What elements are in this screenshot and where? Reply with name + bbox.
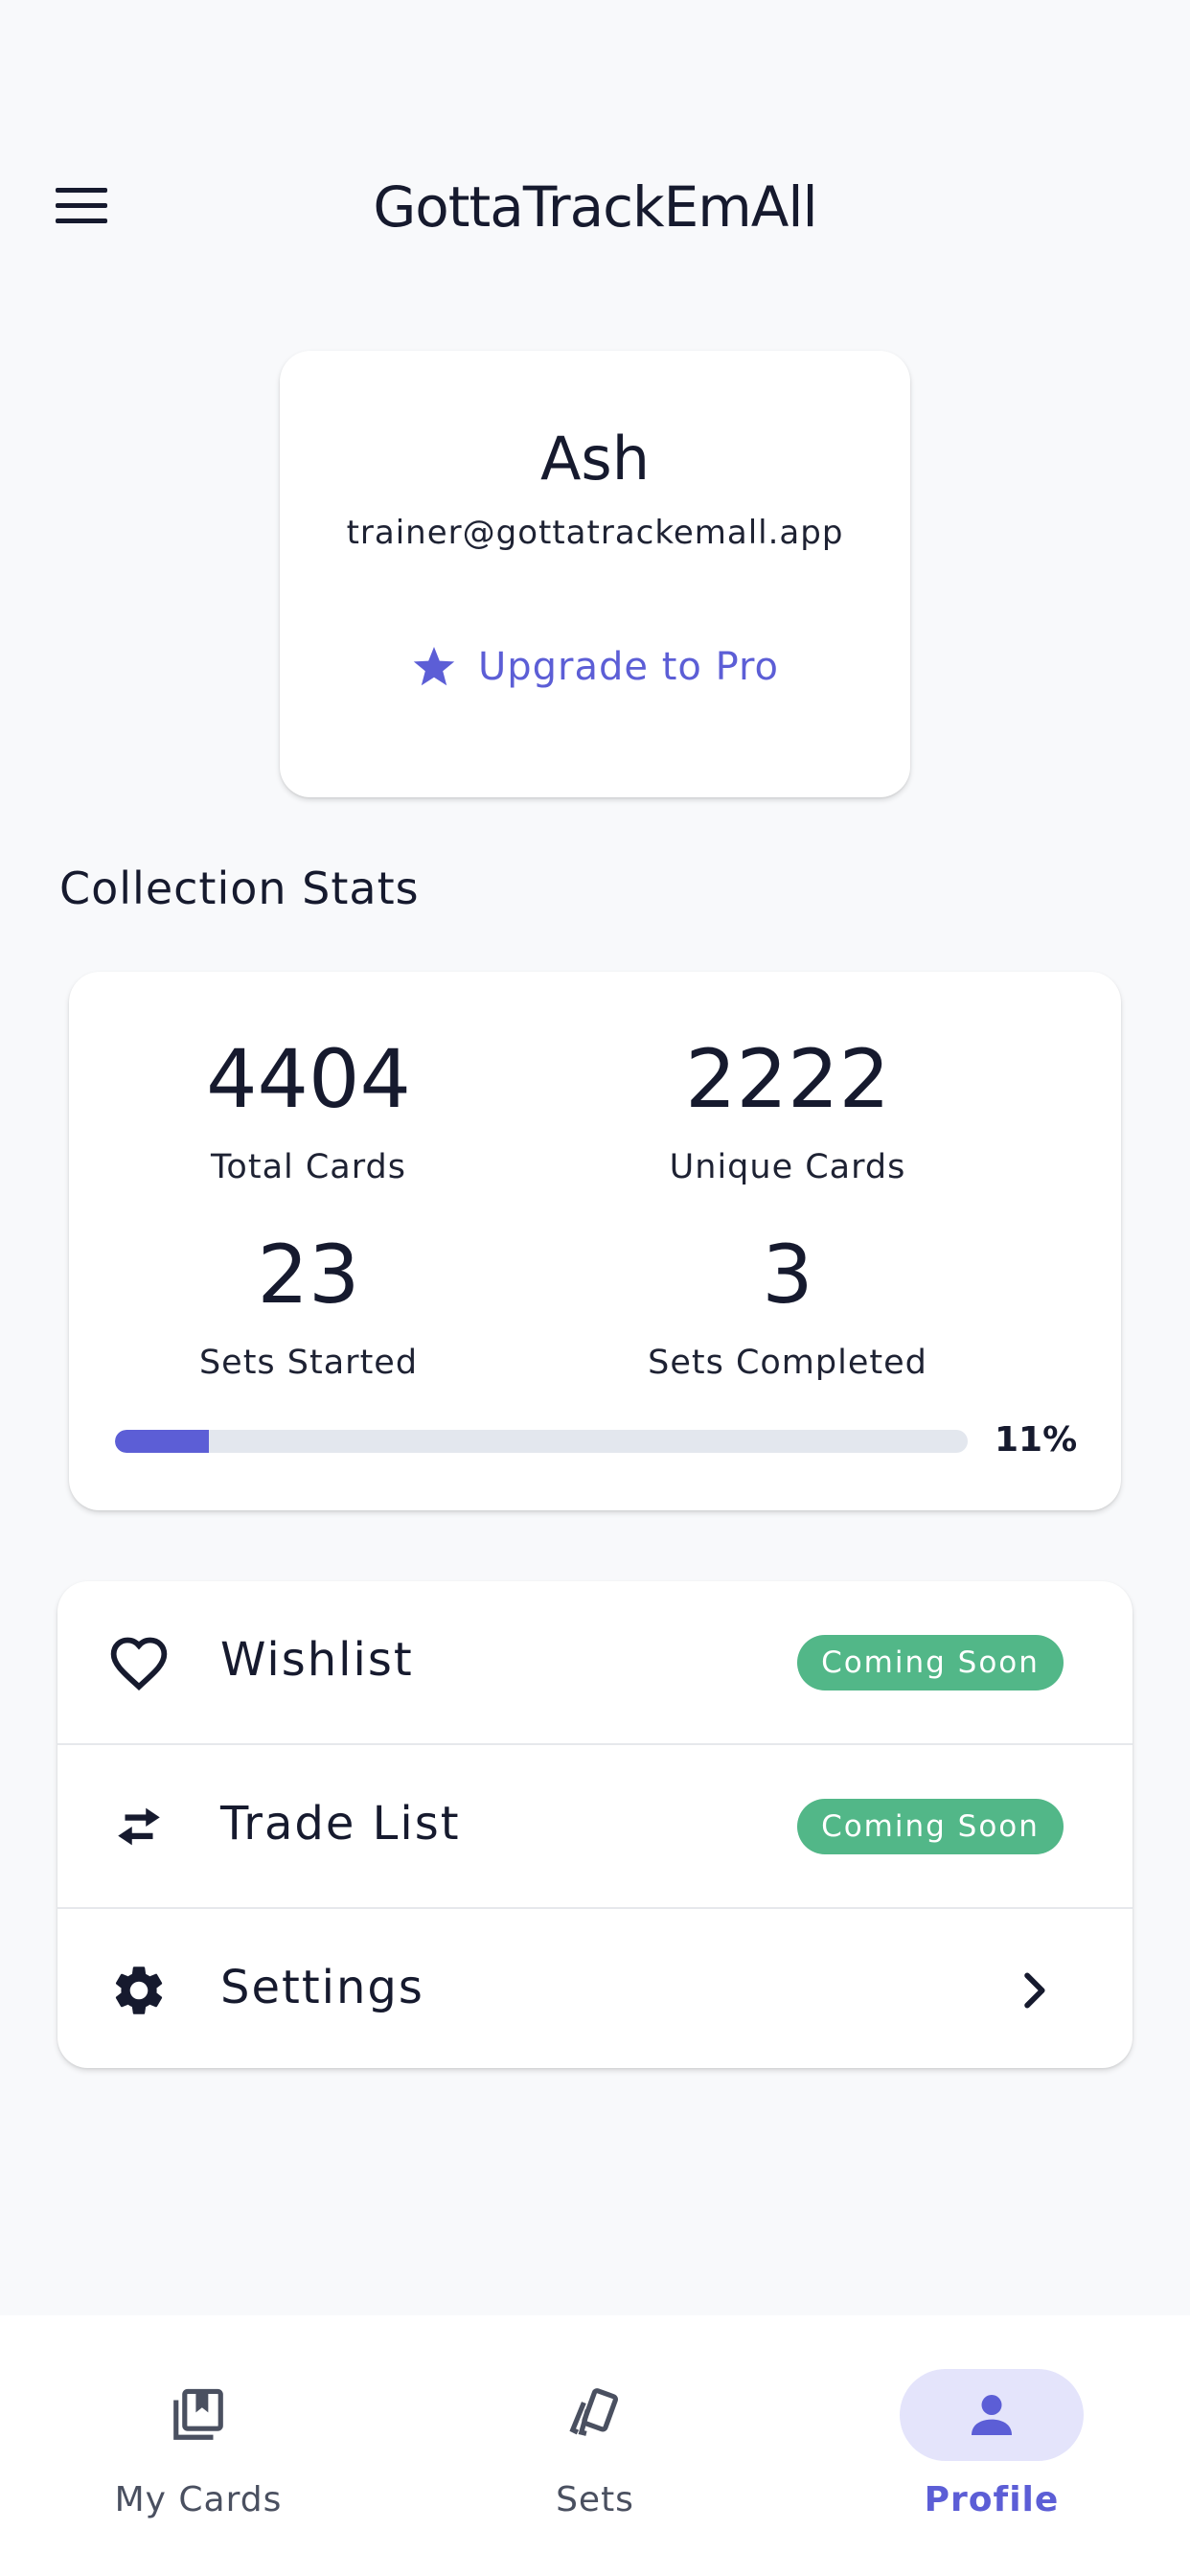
stat-label: Sets Completed [648, 1344, 927, 1382]
menu-item-settings[interactable]: Settings [57, 1909, 1133, 2068]
stat-sets-completed: 3 Sets Completed [548, 1234, 1027, 1382]
user-email: trainer@gottatrackemall.app [346, 514, 844, 552]
nav-label: Sets [556, 2480, 634, 2519]
menu-button[interactable] [38, 172, 125, 240]
stat-unique-cards: 2222 Unique Cards [548, 1039, 1027, 1186]
stat-total-cards: 4404 Total Cards [69, 1039, 548, 1186]
menu-item-label: Settings [220, 1961, 424, 2014]
stat-sets-started: 23 Sets Started [69, 1234, 548, 1382]
user-name: Ash [539, 424, 650, 494]
coming-soon-badge: Coming Soon [797, 1799, 1064, 1854]
stat-label: Unique Cards [669, 1148, 906, 1186]
person-icon [972, 2395, 1012, 2435]
menu-icon [56, 188, 107, 223]
stat-label: Total Cards [211, 1148, 406, 1186]
bottom-navigation: My Cards Sets Profile [0, 2315, 1190, 2576]
cards-set-icon [569, 2388, 618, 2436]
swap-arrows-icon [118, 1807, 160, 1846]
menu-item-label: Trade List [220, 1797, 461, 1851]
menu-item-label: Wishlist [220, 1633, 414, 1687]
gear-icon [115, 1966, 163, 2014]
star-icon [413, 647, 455, 686]
divider [57, 1907, 1133, 1909]
completion-progress-label: 11% [995, 1420, 1078, 1460]
upgrade-label: Upgrade to Pro [477, 645, 780, 689]
divider [57, 1743, 1133, 1745]
completion-progress-fill [115, 1430, 209, 1453]
app-bar: GottaTrackEmAll [0, 153, 1190, 259]
stat-value: 2222 [685, 1032, 890, 1126]
nav-profile[interactable]: Profile [793, 2315, 1190, 2576]
nav-active-indicator [900, 2369, 1084, 2461]
collection-stats-title: Collection Stats [59, 862, 420, 914]
stat-value: 3 [762, 1228, 813, 1322]
profile-card: Ash trainer@gottatrackemall.app Upgrade … [280, 351, 910, 797]
nav-sets[interactable]: Sets [397, 2315, 793, 2576]
stat-value: 4404 [206, 1032, 411, 1126]
app-title: GottaTrackEmAll [373, 174, 817, 240]
card-collection-icon [173, 2388, 223, 2440]
menu-item-trade-list[interactable]: Trade List Coming Soon [57, 1745, 1133, 1908]
stat-label: Sets Started [198, 1344, 419, 1382]
profile-menu-card: Wishlist Coming Soon Trade List Coming S… [57, 1581, 1133, 2068]
menu-item-wishlist[interactable]: Wishlist Coming Soon [57, 1581, 1133, 1744]
heart-icon [110, 1637, 168, 1690]
stat-value: 23 [257, 1228, 360, 1322]
chevron-right-icon [1024, 1972, 1045, 2009]
collection-stats-card: 4404 Total Cards 2222 Unique Cards 23 Se… [69, 972, 1121, 1510]
nav-label: Profile [924, 2480, 1060, 2519]
completion-progress-bar [115, 1430, 968, 1453]
nav-my-cards[interactable]: My Cards [0, 2315, 397, 2576]
nav-label: My Cards [114, 2480, 283, 2519]
upgrade-to-pro-button[interactable]: Upgrade to Pro [395, 629, 795, 705]
coming-soon-badge: Coming Soon [797, 1635, 1064, 1690]
